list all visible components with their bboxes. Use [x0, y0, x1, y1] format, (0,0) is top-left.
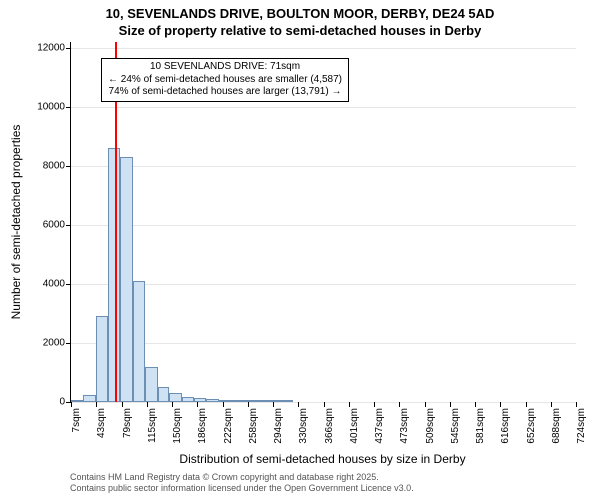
xtick-mark: [399, 402, 400, 407]
xtick-label: 366sqm: [324, 408, 335, 444]
histogram-bar: [231, 400, 243, 402]
xtick-label: 688sqm: [551, 408, 562, 444]
annotation-line-2: ← 24% of semi-detached houses are smalle…: [108, 74, 342, 87]
histogram-bar: [194, 398, 206, 402]
ytick-label: 0: [59, 397, 71, 408]
xtick-label: 652sqm: [526, 408, 537, 444]
histogram-bar: [256, 400, 268, 402]
xtick-label: 616sqm: [500, 408, 511, 444]
histogram-bar: [169, 393, 181, 402]
histogram-bar: [281, 400, 293, 402]
xtick-mark: [122, 402, 123, 407]
ytick-label: 2000: [43, 337, 71, 348]
xtick-mark: [96, 402, 97, 407]
xtick-label: 79sqm: [122, 408, 133, 438]
plot-area: 0200040006000800010000120007sqm43sqm79sq…: [70, 42, 576, 403]
ytick-label: 12000: [37, 42, 71, 53]
xtick-label: 473sqm: [399, 408, 410, 444]
histogram-bar: [145, 367, 157, 402]
x-axis-label: Distribution of semi-detached houses by …: [179, 452, 465, 466]
gridline: [71, 107, 576, 108]
histogram-bar: [243, 400, 255, 402]
footer-line-2: Contains public sector information licen…: [70, 483, 414, 494]
gridline: [71, 48, 576, 49]
xtick-label: 437sqm: [374, 408, 385, 444]
xtick-mark: [298, 402, 299, 407]
xtick-label: 545sqm: [450, 408, 461, 444]
histogram-bar: [120, 157, 132, 402]
xtick-mark: [197, 402, 198, 407]
xtick-mark: [576, 402, 577, 407]
histogram-bar: [182, 397, 194, 402]
histogram-bar: [133, 281, 145, 402]
xtick-mark: [500, 402, 501, 407]
gridline: [71, 166, 576, 167]
xtick-label: 150sqm: [172, 408, 183, 444]
histogram-bar: [71, 400, 83, 402]
xtick-mark: [551, 402, 552, 407]
histogram-bar: [268, 400, 280, 402]
xtick-mark: [172, 402, 173, 407]
xtick-label: 43sqm: [96, 408, 107, 438]
y-axis-label: Number of semi-detached properties: [9, 125, 23, 320]
xtick-label: 330sqm: [298, 408, 309, 444]
footer-line-1: Contains HM Land Registry data © Crown c…: [70, 472, 414, 483]
xtick-label: 7sqm: [71, 408, 82, 432]
gridline: [71, 343, 576, 344]
xtick-mark: [374, 402, 375, 407]
xtick-mark: [349, 402, 350, 407]
xtick-mark: [450, 402, 451, 407]
xtick-label: 222sqm: [223, 408, 234, 444]
histogram-bar: [219, 400, 231, 402]
xtick-mark: [147, 402, 148, 407]
xtick-mark: [324, 402, 325, 407]
title-line-2: Size of property relative to semi-detach…: [0, 23, 600, 40]
chart-container: 10, SEVENLANDS DRIVE, BOULTON MOOR, DERB…: [0, 0, 600, 500]
xtick-mark: [248, 402, 249, 407]
xtick-label: 581sqm: [475, 408, 486, 444]
annotation-line-1: 10 SEVENLANDS DRIVE: 71sqm: [108, 61, 342, 74]
histogram-bar: [206, 399, 218, 402]
xtick-label: 509sqm: [425, 408, 436, 444]
xtick-mark: [526, 402, 527, 407]
ytick-label: 6000: [43, 219, 71, 230]
xtick-mark: [273, 402, 274, 407]
histogram-bar: [83, 395, 95, 402]
chart-title: 10, SEVENLANDS DRIVE, BOULTON MOOR, DERB…: [0, 0, 600, 40]
footer-attribution: Contains HM Land Registry data © Crown c…: [70, 472, 414, 495]
title-line-1: 10, SEVENLANDS DRIVE, BOULTON MOOR, DERB…: [0, 6, 600, 23]
ytick-label: 10000: [37, 101, 71, 112]
xtick-label: 401sqm: [349, 408, 360, 444]
histogram-bar: [96, 316, 108, 402]
ytick-label: 8000: [43, 160, 71, 171]
xtick-label: 186sqm: [197, 408, 208, 444]
xtick-label: 115sqm: [147, 408, 158, 443]
xtick-mark: [71, 402, 72, 407]
xtick-label: 294sqm: [273, 408, 284, 444]
histogram-bar: [158, 387, 170, 402]
xtick-label: 258sqm: [248, 408, 259, 444]
annotation-line-3: 74% of semi-detached houses are larger (…: [108, 86, 342, 99]
ytick-label: 4000: [43, 278, 71, 289]
xtick-mark: [475, 402, 476, 407]
gridline: [71, 284, 576, 285]
annotation-box: 10 SEVENLANDS DRIVE: 71sqm ← 24% of semi…: [101, 58, 349, 102]
xtick-mark: [425, 402, 426, 407]
gridline: [71, 225, 576, 226]
xtick-mark: [223, 402, 224, 407]
xtick-label: 724sqm: [576, 408, 587, 444]
